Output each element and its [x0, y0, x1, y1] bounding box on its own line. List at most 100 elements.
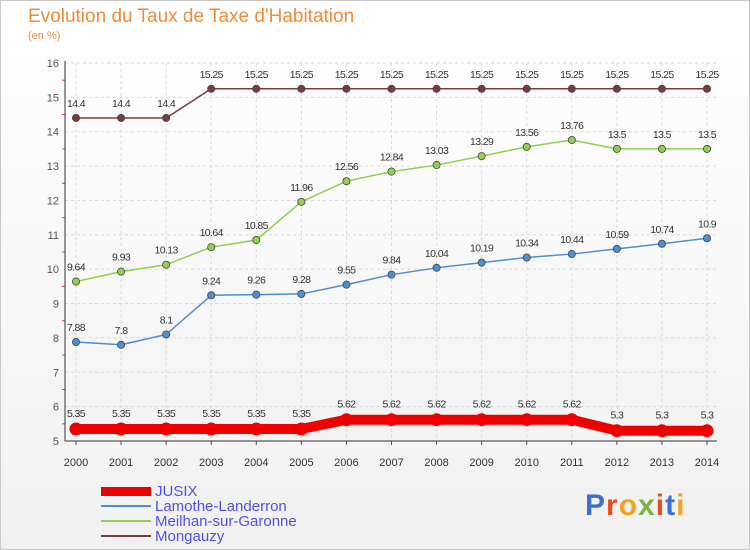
data-label: 5.35 — [67, 408, 86, 420]
data-label: 13.5 — [698, 129, 717, 141]
data-point — [387, 167, 396, 176]
y-tick-label: 15 — [47, 92, 59, 104]
data-point — [342, 280, 351, 289]
data-label: 9.55 — [337, 265, 356, 277]
data-point — [159, 422, 173, 436]
legend-label: Mongauzy — [155, 528, 225, 545]
data-label: 5.3 — [610, 410, 624, 422]
data-point — [522, 84, 531, 93]
data-label: 7.88 — [67, 322, 86, 334]
data-point — [477, 84, 486, 93]
axes: 5 6 7 8 9 10 11 12 13 14 15 16 2000 2001 2002 2003 2004 2… — [47, 58, 719, 469]
data-point — [703, 234, 712, 243]
data-point — [297, 197, 306, 206]
data-label: 15.25 — [605, 69, 629, 81]
data-point — [700, 424, 714, 438]
data-point — [520, 413, 534, 427]
data-label: 15.25 — [380, 69, 404, 81]
data-label: 5.35 — [292, 408, 311, 420]
data-point — [432, 263, 441, 272]
legend-label: JUSIX — [155, 483, 198, 500]
data-point — [162, 260, 171, 269]
data-point — [657, 144, 666, 153]
data-point — [252, 290, 261, 299]
data-label: 10.64 — [200, 227, 224, 239]
x-tick-label: 2010 — [514, 457, 538, 469]
data-point — [249, 422, 263, 436]
data-label: 9.26 — [247, 275, 266, 287]
data-point — [162, 113, 171, 122]
logo-letter: t — [665, 489, 677, 522]
data-label: 5.35 — [202, 408, 221, 420]
series-jusix — [69, 413, 714, 438]
data-point — [703, 84, 712, 93]
x-tick-label: 2003 — [199, 457, 223, 469]
chart-subtitle: (en %) — [28, 30, 61, 42]
x-tick-label: 2007 — [379, 457, 403, 469]
data-label: 5.3 — [656, 410, 670, 422]
legend-swatch — [101, 535, 151, 537]
chart-title: Evolution du Taux de Taxe d'Habitation — [28, 6, 355, 27]
data-point — [294, 422, 308, 436]
data-point — [567, 84, 576, 93]
data-label: 15.25 — [290, 69, 314, 81]
x-tick-label: 2012 — [605, 457, 629, 469]
data-label: 5.3 — [701, 410, 715, 422]
grid — [65, 62, 717, 441]
data-label: 14.4 — [112, 98, 131, 110]
legend-label: Lamothe-Landerron — [155, 498, 287, 515]
data-label: 15.25 — [695, 69, 719, 81]
legend-item: JUSIX — [101, 483, 421, 500]
data-label: 13.5 — [608, 129, 627, 141]
data-label: 10.9 — [698, 218, 717, 230]
series-lamothe-landerron — [72, 234, 712, 349]
y-tick-label: 16 — [47, 58, 59, 70]
legend-item: Mongauzy — [101, 528, 421, 545]
y-tick-label: 6 — [53, 402, 59, 414]
data-point — [612, 84, 621, 93]
data-label: 5.62 — [428, 399, 447, 411]
data-point — [567, 250, 576, 259]
data-label: 15.25 — [245, 69, 269, 81]
data-point — [567, 135, 576, 144]
data-point — [610, 424, 624, 438]
data-label: 15.25 — [470, 69, 494, 81]
data-point — [162, 330, 171, 339]
data-label: 10.04 — [425, 248, 449, 260]
y-tick-label: 12 — [47, 195, 59, 207]
x-tick-label: 2000 — [64, 457, 88, 469]
y-tick-label: 7 — [53, 367, 59, 379]
data-label: 5.62 — [518, 399, 537, 411]
x-tick-label: 2001 — [109, 457, 133, 469]
data-point — [207, 243, 216, 252]
data-label: 7.8 — [115, 325, 129, 337]
data-label: 15.25 — [515, 69, 539, 81]
data-point — [117, 113, 126, 122]
data-label: 14.4 — [157, 98, 176, 110]
data-point — [72, 113, 81, 122]
x-tick-label: 2008 — [424, 457, 448, 469]
data-point — [657, 239, 666, 248]
data-point — [297, 289, 306, 298]
y-tick-label: 5 — [53, 436, 59, 448]
x-tick-label: 2014 — [695, 457, 719, 469]
legend: JUSIX Lamothe-Landerron Meilhan-sur-Garonn… — [101, 483, 421, 545]
data-label: 15.25 — [425, 69, 449, 81]
series — [69, 84, 714, 438]
data-label: 13.03 — [425, 145, 449, 157]
legend-swatch — [101, 487, 151, 496]
data-label: 15.25 — [650, 69, 674, 81]
data-point — [117, 340, 126, 349]
data-label: 5.35 — [112, 408, 131, 420]
data-point — [114, 422, 128, 436]
legend-item: Meilhan-sur-Garonne — [101, 513, 421, 530]
data-point — [72, 277, 81, 286]
legend-swatch — [101, 520, 151, 522]
data-label: 10.13 — [155, 245, 179, 257]
data-label: 10.19 — [470, 243, 494, 255]
data-point — [387, 270, 396, 279]
legend-item: Lamothe-Landerron — [101, 498, 421, 515]
data-label: 5.62 — [382, 399, 401, 411]
